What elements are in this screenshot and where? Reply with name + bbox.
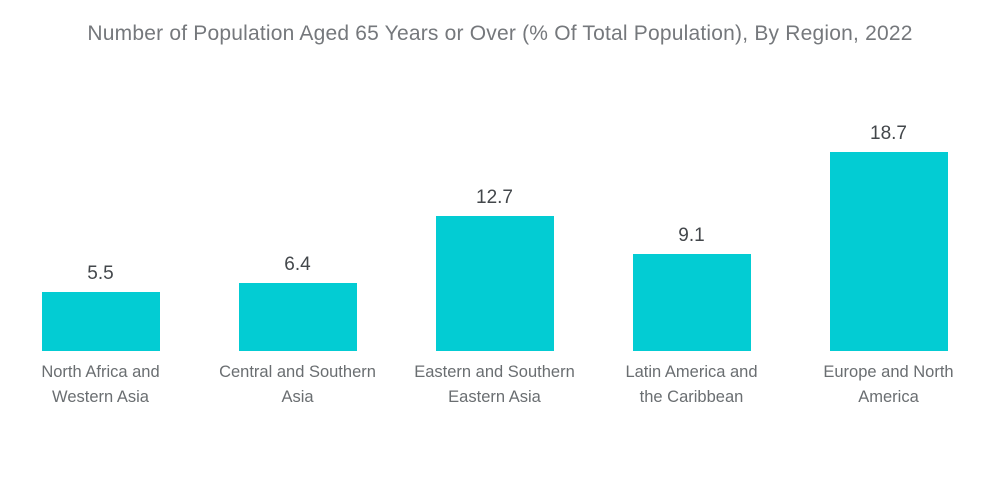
bar <box>435 216 554 351</box>
category-label-line: Latin America and <box>625 363 758 381</box>
plot-area: 5.5 North Africa and Western Asia 6.4 Centra… <box>2 0 987 410</box>
bar <box>238 283 357 351</box>
category-label: North Africa and Western Asia <box>41 351 159 410</box>
bar-value-label: 5.5 <box>87 263 114 284</box>
chart-title: Number of Population Aged 65 Years or Ov… <box>87 22 913 45</box>
bar-value-label: 6.4 <box>284 254 311 275</box>
bar-value-label: 9.1 <box>678 225 705 246</box>
category-label-line: Eastern Asia <box>448 388 541 406</box>
bar <box>41 292 160 351</box>
category-label-line: North Africa and <box>41 363 160 381</box>
bar-value-label: 18.7 <box>870 123 907 144</box>
category-label-line: the Caribbean <box>639 388 744 406</box>
bar-stack: 18.7 <box>790 0 987 351</box>
category-label: Europe and North America <box>823 351 953 410</box>
bar-column: 18.7 Europe and North America <box>790 0 987 410</box>
bar-column: 12.7 Eastern and Southern Eastern Asia <box>396 0 593 410</box>
category-label-line: America <box>858 388 919 406</box>
category-label-line: Central and Southern <box>219 363 376 381</box>
bar <box>829 152 948 351</box>
category-label-line: Europe and North <box>823 363 954 381</box>
bar <box>632 254 751 351</box>
bar-value-label: 12.7 <box>476 187 513 208</box>
bar-stack: 5.5 <box>2 0 199 351</box>
bar-column: 6.4 Central and Southern Asia <box>199 0 396 410</box>
category-label-line: Eastern and Southern <box>414 363 575 381</box>
category-label-line: Western Asia <box>52 388 149 406</box>
bar-column: 5.5 North Africa and Western Asia <box>2 0 199 410</box>
category-label: Central and Southern Asia <box>219 351 376 410</box>
bar-stack: 6.4 <box>199 0 396 351</box>
category-label: Eastern and Southern Eastern Asia <box>414 351 575 410</box>
bar-stack: 9.1 <box>593 0 790 351</box>
bar-column: 9.1 Latin America and the Caribbean <box>593 0 790 410</box>
category-label: Latin America and the Caribbean <box>625 351 757 410</box>
category-label-line: Asia <box>281 388 314 406</box>
bar-stack: 12.7 <box>396 0 593 351</box>
